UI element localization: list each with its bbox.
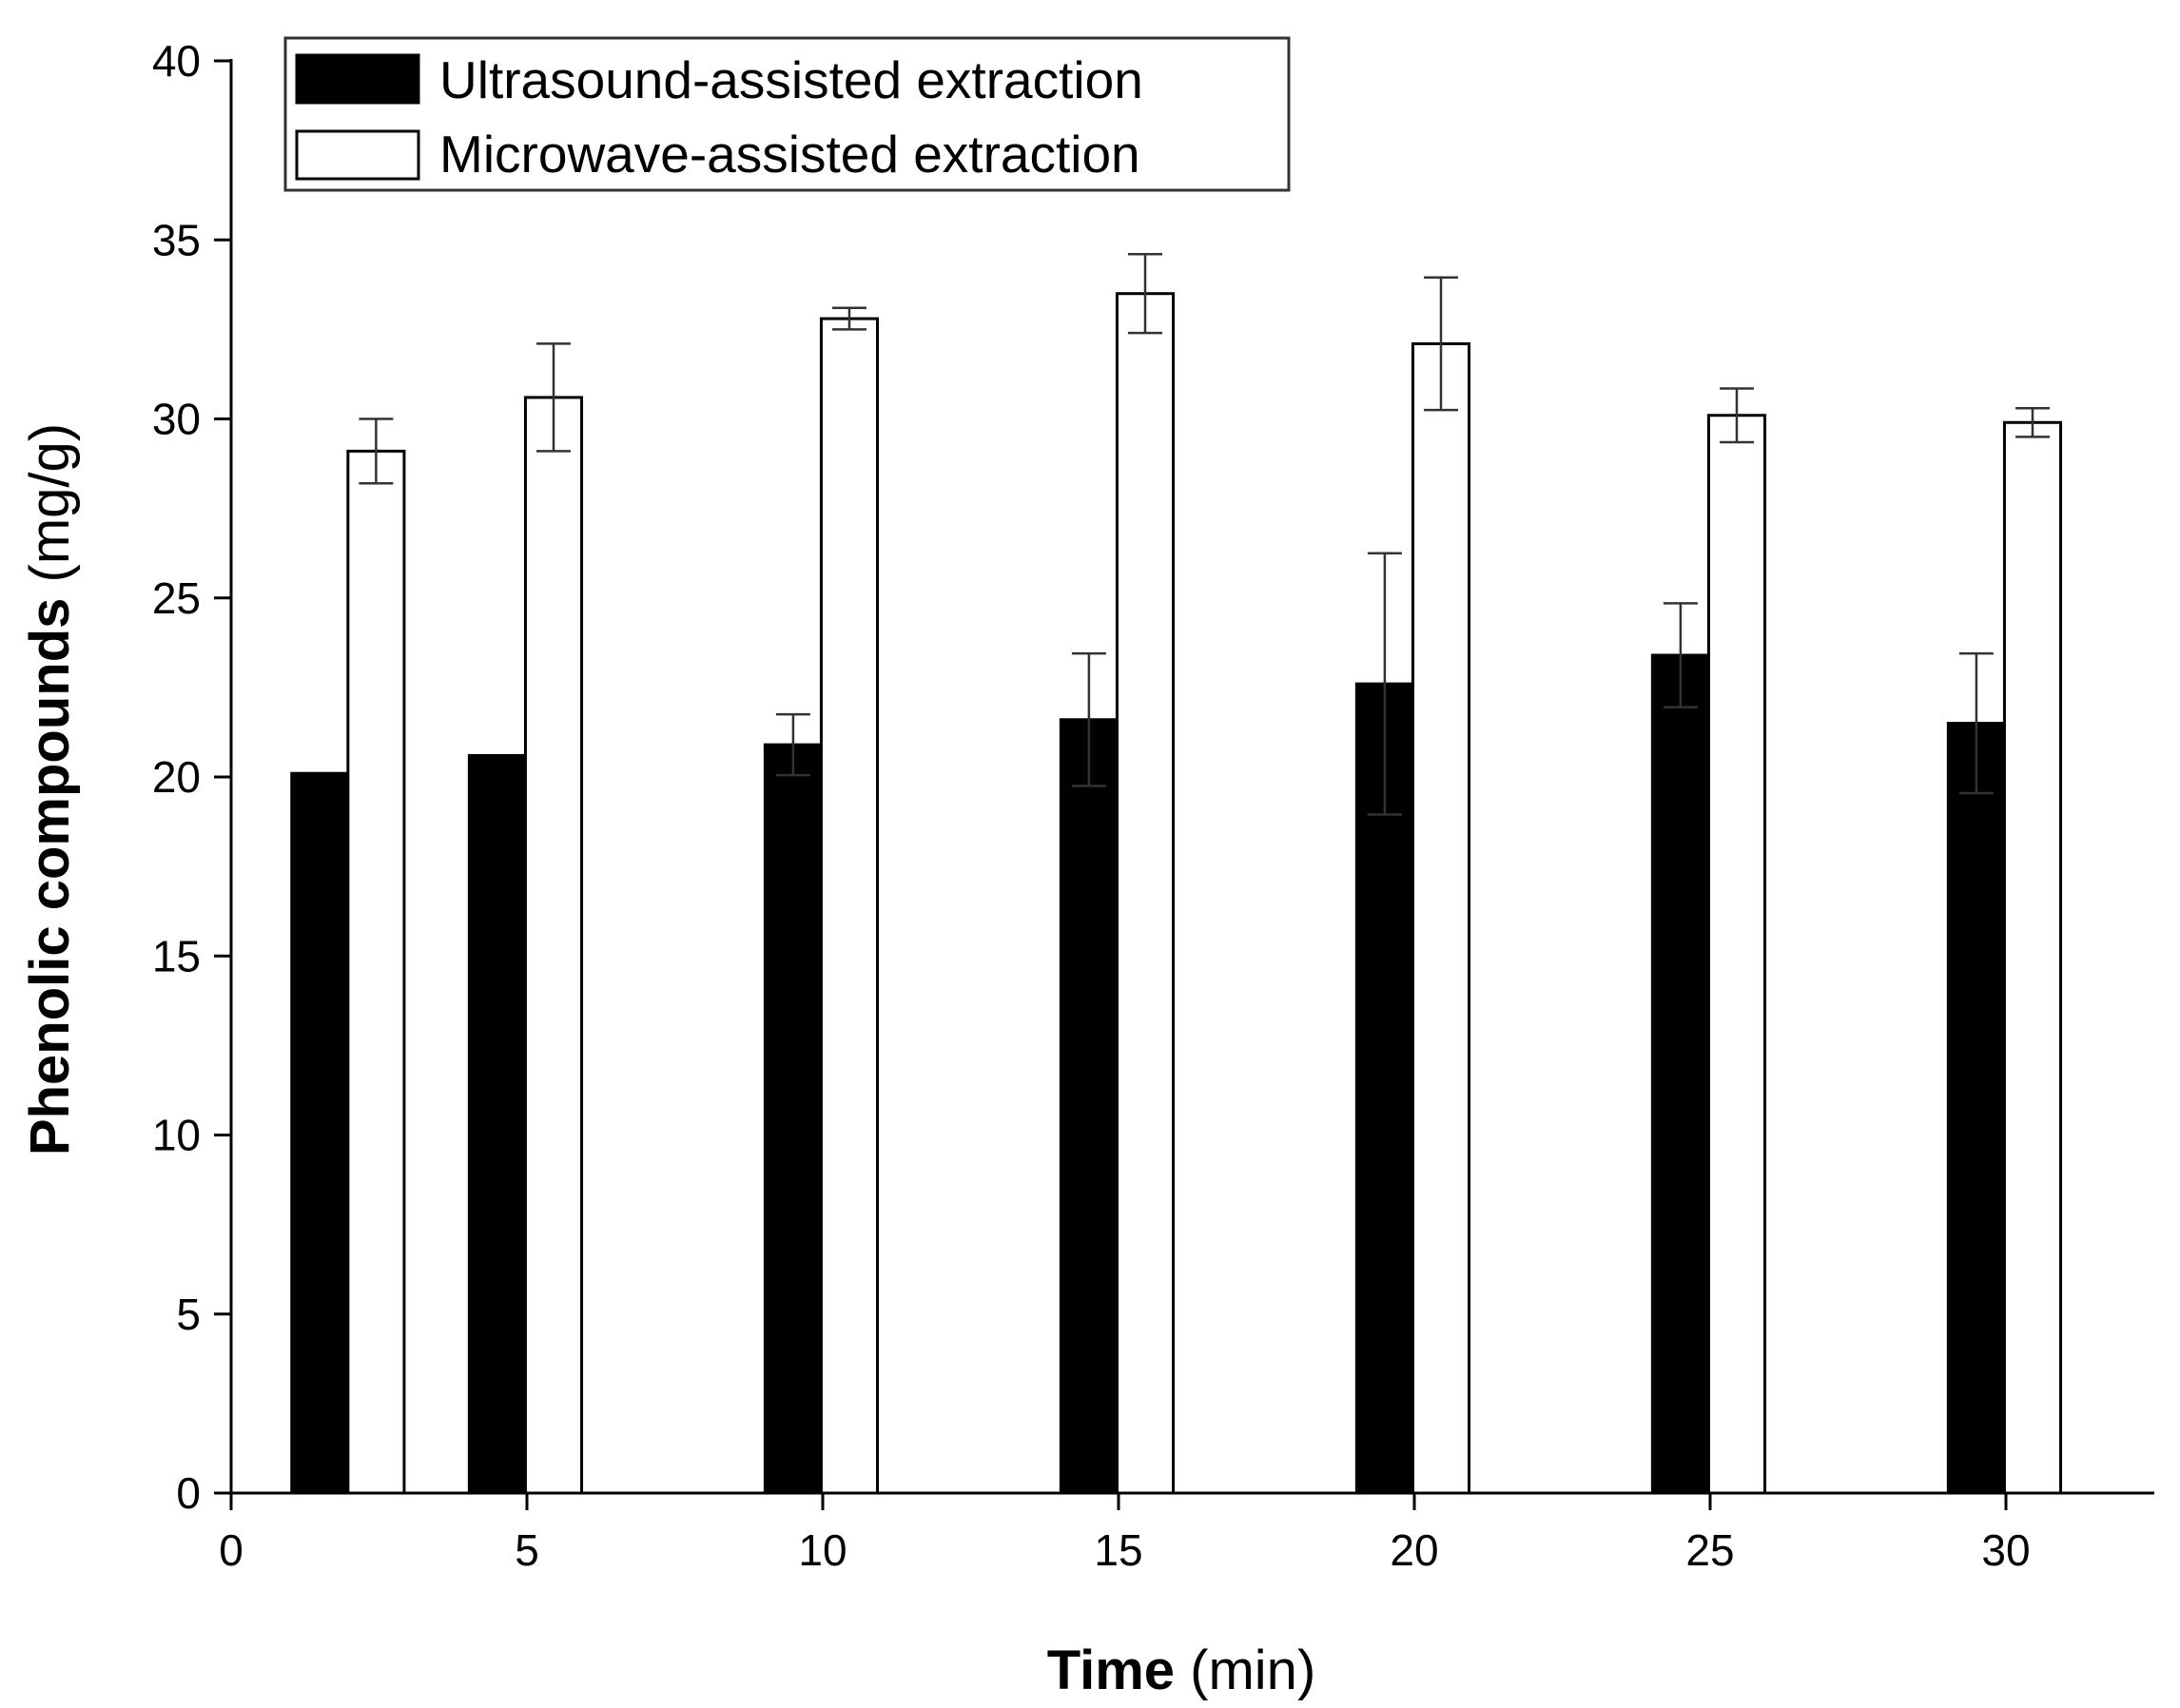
y-tick-label-5: 5 <box>176 1290 201 1339</box>
bar-series0-1 <box>467 753 527 1495</box>
bar-series1-3 <box>1115 292 1176 1495</box>
x-axis-title-bold: Time <box>1047 1640 1175 1701</box>
x-axis-title: Time (min) <box>1047 1640 1316 1701</box>
y-tick-label-25: 25 <box>152 573 201 623</box>
legend-label-microwave: Microwave-assisted extraction <box>439 125 1140 184</box>
x-tick-label-10: 10 <box>798 1525 847 1575</box>
bar-series0-2 <box>763 743 823 1495</box>
bar-series1-0 <box>346 449 406 1495</box>
legend-swatch-microwave <box>295 129 420 181</box>
error-bars <box>359 253 2050 816</box>
y-tick-label-40: 40 <box>152 36 201 86</box>
bar-series1-6 <box>2002 420 2063 1495</box>
legend-label-ultrasound: Ultrasound-assisted extraction <box>439 50 1143 109</box>
x-axis-title-unit: (min) <box>1190 1640 1315 1701</box>
bars <box>290 292 2063 1495</box>
bar-series0-6 <box>1946 722 2006 1495</box>
bar-series1-4 <box>1411 341 1471 1495</box>
legend: Ultrasound-assisted extraction Microwave… <box>283 36 1291 192</box>
bar-series1-5 <box>1706 414 1767 1495</box>
bar-series0-0 <box>290 771 350 1495</box>
y-axis-title-bold: Phenolic compounds <box>19 598 81 1156</box>
y-tick-label-0: 0 <box>176 1468 201 1518</box>
legend-box <box>283 36 1291 192</box>
y-tick-label-35: 35 <box>152 215 201 264</box>
x-tick-label-5: 5 <box>515 1525 539 1575</box>
axes: 0 5 10 15 20 25 30 35 40 0 5 10 15 20 25 30 <box>152 36 2154 1575</box>
y-tick-label-20: 20 <box>152 752 201 802</box>
x-tick-label-0: 0 <box>219 1525 243 1575</box>
x-tick-label-15: 15 <box>1094 1525 1142 1575</box>
x-tick-label-20: 20 <box>1390 1525 1438 1575</box>
x-tick-label-30: 30 <box>1981 1525 2030 1575</box>
y-tick-label-15: 15 <box>152 931 201 980</box>
y-axis-title-unit: (mg/g) <box>19 423 81 583</box>
x-tick-label-25: 25 <box>1685 1525 1734 1575</box>
legend-swatch-ultrasound <box>295 53 420 105</box>
bar-series0-5 <box>1650 653 1710 1495</box>
y-tick-label-30: 30 <box>152 395 201 444</box>
bar-series0-4 <box>1354 682 1414 1495</box>
y-tick-label-10: 10 <box>152 1111 201 1160</box>
bar-series1-1 <box>523 396 584 1495</box>
bar-series0-3 <box>1059 718 1119 1495</box>
bar-series1-2 <box>819 317 880 1495</box>
y-axis-title: Phenolic compounds (mg/g) <box>19 423 81 1155</box>
